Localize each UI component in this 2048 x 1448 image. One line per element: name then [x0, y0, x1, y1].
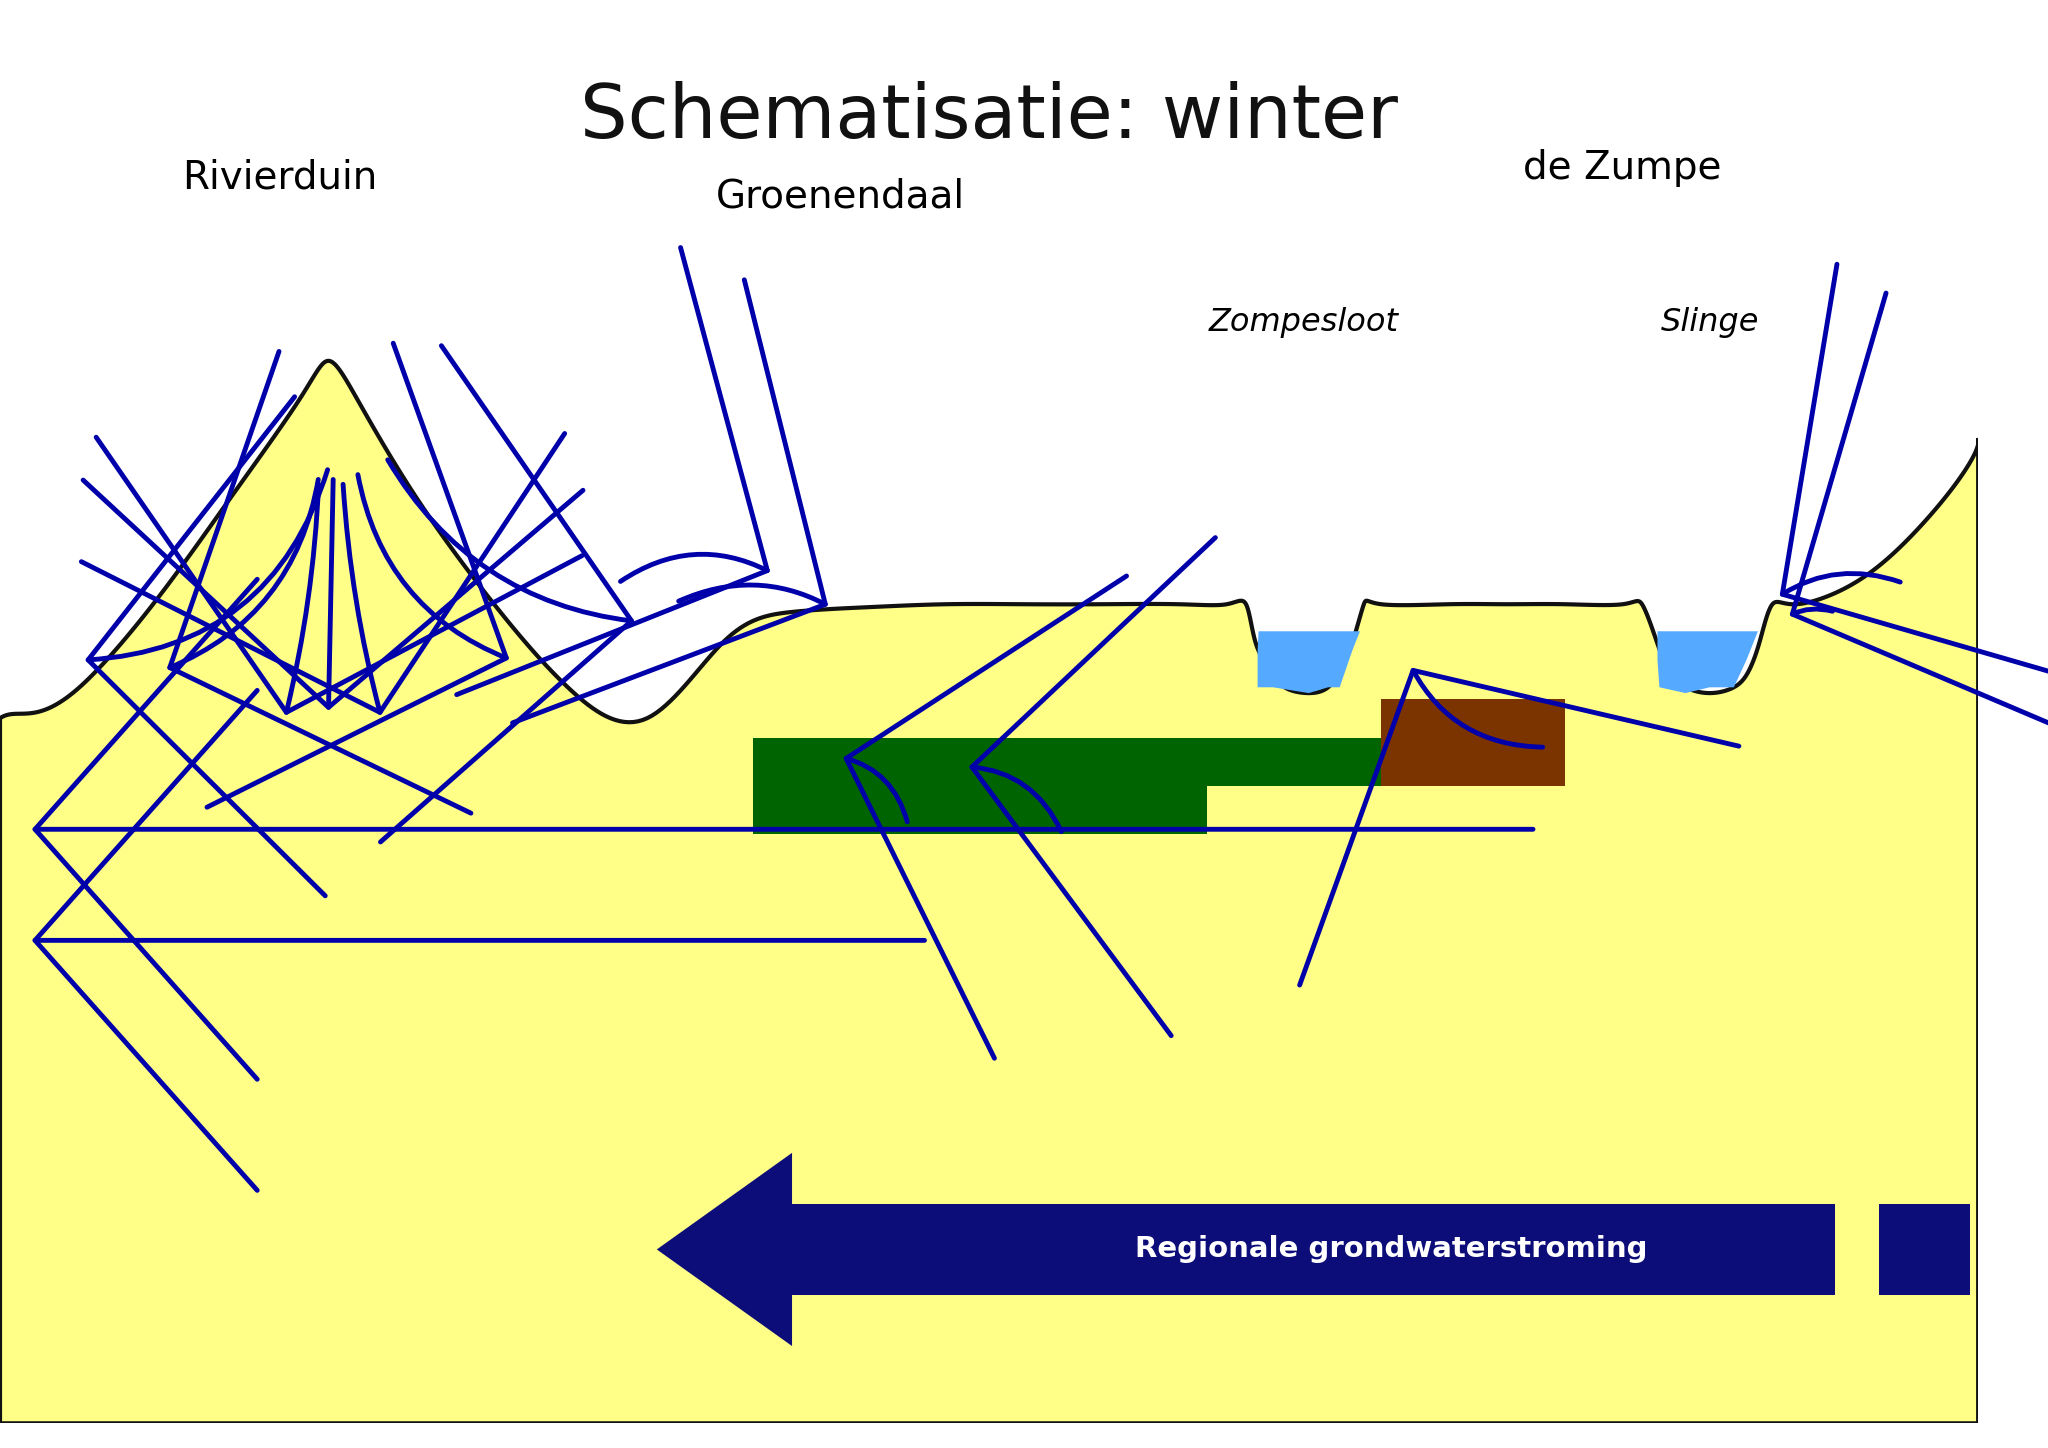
Polygon shape — [1878, 1205, 1970, 1295]
Polygon shape — [1995, 1205, 2042, 1295]
Polygon shape — [1257, 631, 1360, 694]
Text: Regionale grondwaterstroming: Regionale grondwaterstroming — [1135, 1235, 1647, 1264]
Text: Zompesloot: Zompesloot — [1208, 307, 1399, 337]
Polygon shape — [0, 361, 1978, 1423]
Polygon shape — [657, 1153, 793, 1347]
Text: Groenendaal: Groenendaal — [715, 178, 965, 216]
Text: Rivierduin: Rivierduin — [182, 158, 377, 197]
Polygon shape — [754, 737, 1497, 786]
Polygon shape — [754, 786, 1208, 834]
Polygon shape — [1657, 631, 1757, 694]
Polygon shape — [1380, 699, 1565, 786]
Text: de Zumpe: de Zumpe — [1524, 149, 1722, 187]
Text: Schematisatie: winter: Schematisatie: winter — [580, 81, 1399, 153]
Polygon shape — [793, 1205, 1835, 1295]
Text: Slinge: Slinge — [1661, 307, 1759, 337]
